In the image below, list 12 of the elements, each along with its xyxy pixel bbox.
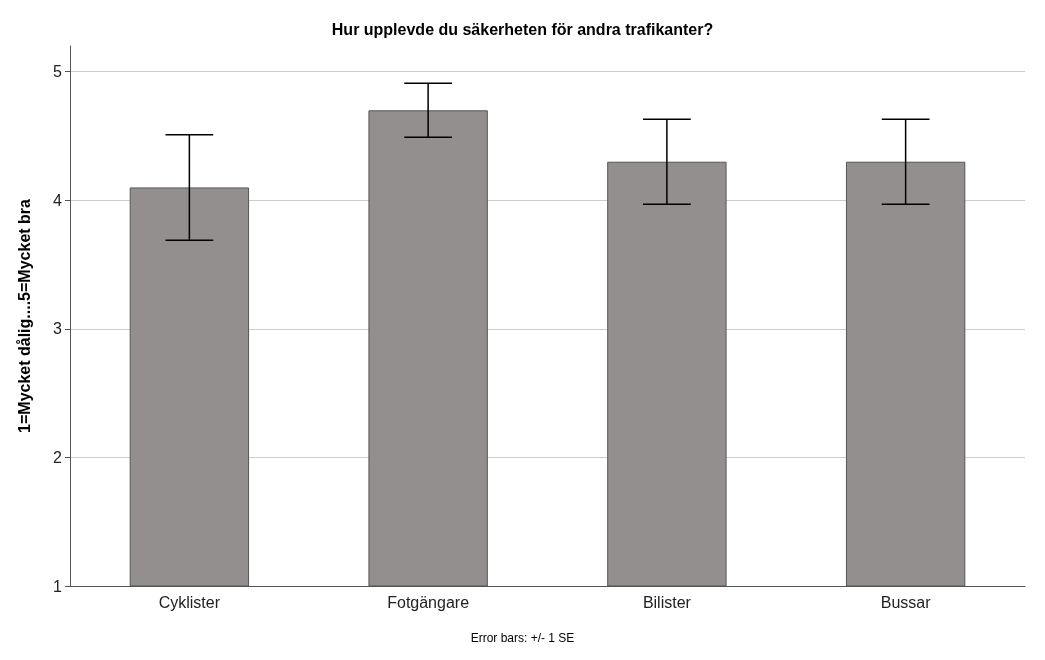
y-tick-label: 2: [53, 448, 63, 466]
y-tick-label: 1: [53, 577, 63, 595]
text: Error bars: +/- 1 SE: [470, 631, 575, 645]
y-tick-label: 3: [53, 320, 63, 338]
chart-title: Hur upplevde du säkerheten för andra trafikanter?: [331, 20, 714, 38]
x-tick-label: Fotgängare: [387, 593, 470, 611]
x-tick-label: Cyklister: [158, 593, 221, 611]
y-tick-label: 5: [53, 63, 63, 81]
y-tick-label: 4: [53, 191, 63, 209]
x-tick-label: Bilister: [642, 593, 692, 611]
x-tick-label: Bussar: [880, 593, 932, 611]
y-axis-title: 1=Mycket dålig....5=Mycket bra: [15, 198, 33, 433]
